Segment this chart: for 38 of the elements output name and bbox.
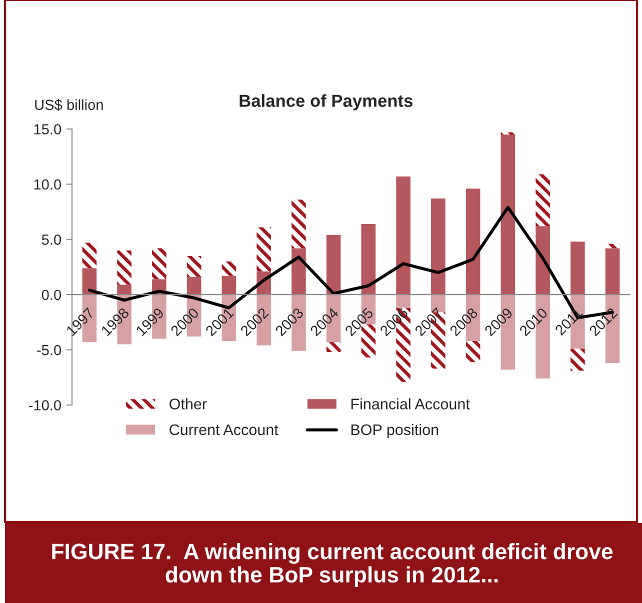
y-tick-label: -5.0 (37, 344, 62, 356)
bar (570, 242, 585, 295)
bar (152, 248, 166, 280)
bar (117, 250, 132, 285)
bar (292, 248, 306, 295)
bar (500, 134, 516, 295)
chart-title: Balance of Payments (240, 94, 413, 110)
legend-label: BOP position (351, 424, 438, 438)
bar (466, 188, 480, 295)
bar (186, 276, 202, 295)
bar (292, 200, 306, 248)
bar (431, 198, 446, 295)
y-tick-label: 15.0 (34, 124, 62, 134)
y-tick-label: -10.0 (28, 400, 62, 410)
bar (326, 342, 341, 352)
legend-label: Financial Account (351, 398, 470, 410)
bar (82, 242, 97, 268)
bar (396, 176, 410, 295)
legend-label: Other (170, 398, 207, 410)
y-tick-label: 5.0 (42, 234, 62, 245)
y-axis-title: US$ billion (35, 99, 103, 111)
bar (222, 276, 236, 295)
bar (396, 294, 410, 308)
bar (536, 174, 550, 226)
caption: FIGURE 17. A widening current account deficit drove down the BoP surplus in 2012... (52, 543, 613, 587)
bar (361, 224, 376, 295)
y-tick-label: 0.0 (42, 290, 62, 300)
y-tick-label: 10.0 (34, 179, 62, 190)
bar (466, 340, 480, 362)
bar (222, 261, 236, 276)
bar (536, 226, 550, 295)
bar (256, 227, 271, 272)
bar (326, 234, 341, 295)
legend-label: Current Account (170, 424, 278, 436)
bar (186, 256, 202, 277)
bar (605, 248, 620, 295)
bar (570, 348, 585, 371)
bar (117, 284, 132, 295)
